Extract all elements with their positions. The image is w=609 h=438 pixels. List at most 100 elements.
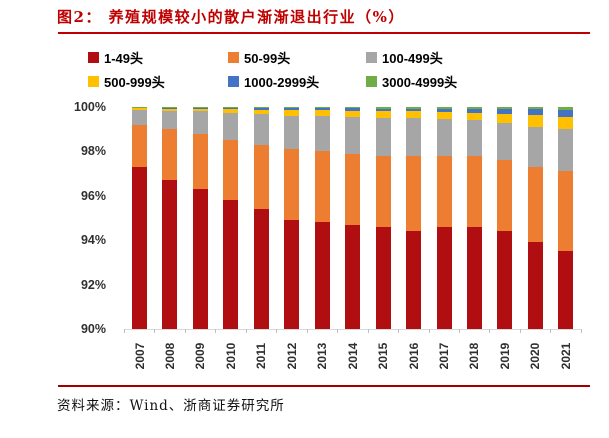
bar-segment xyxy=(253,107,269,108)
title-underline xyxy=(58,32,590,34)
bar-segment xyxy=(284,149,300,221)
x-axis-tick xyxy=(458,329,460,333)
bar-segment xyxy=(284,115,300,150)
bar-segment xyxy=(436,155,452,227)
bar-segment xyxy=(497,231,513,329)
legend-swatch-icon xyxy=(228,52,239,63)
bar-segment xyxy=(253,209,269,329)
bar-segment xyxy=(253,109,269,114)
bar-segment xyxy=(375,108,391,112)
bar-segment xyxy=(497,160,513,232)
bar-segment xyxy=(406,118,422,156)
x-axis-category-label: 2013 xyxy=(315,342,330,370)
x-axis-tick xyxy=(306,329,308,333)
x-axis-category-label: 2010 xyxy=(223,342,238,370)
y-axis-tick-label: 100% xyxy=(74,100,106,114)
bar-segment xyxy=(558,116,574,130)
x-axis-category-label: 2011 xyxy=(254,342,269,370)
bar-segment xyxy=(345,107,361,109)
bar-segment xyxy=(192,108,208,112)
bar-segment xyxy=(314,151,330,223)
bar-segment xyxy=(132,166,147,329)
bar-segment xyxy=(406,231,422,329)
bar-segment xyxy=(527,126,543,167)
bar-segment xyxy=(223,109,239,113)
bar-segment xyxy=(162,111,178,130)
legend-label: 3000-4999头 xyxy=(382,75,458,90)
bar-segment xyxy=(436,111,452,120)
bar-segment xyxy=(466,226,482,329)
x-axis-tick xyxy=(398,329,400,333)
bar-segment xyxy=(345,108,361,111)
bar-segment xyxy=(223,200,239,329)
bar-segment xyxy=(466,155,482,227)
bar-segment xyxy=(466,108,482,113)
bar-segment xyxy=(466,120,482,156)
legend-label: 1000-2999头 xyxy=(244,75,320,90)
bar-segment xyxy=(497,113,513,123)
bar-segment xyxy=(345,116,361,154)
chart-legend: 1-49头 50-99头 100-499头 500-999头 1000-2999头 300… xyxy=(88,48,536,91)
bar-segment xyxy=(558,171,574,252)
legend-swatch-icon xyxy=(88,52,99,63)
bar-segment xyxy=(314,107,330,109)
legend-swatch-icon xyxy=(366,52,377,63)
bar-segment xyxy=(132,124,147,167)
x-axis-category-label: 2014 xyxy=(345,342,360,370)
bar-segment xyxy=(558,251,574,329)
bar-segment xyxy=(223,112,239,141)
x-axis-tick xyxy=(215,329,217,333)
x-axis-tick xyxy=(184,329,186,333)
bar-segment xyxy=(162,107,178,109)
legend-swatch-icon xyxy=(88,76,99,87)
legend-swatch-icon xyxy=(228,76,239,87)
bar-segment xyxy=(314,115,330,152)
x-axis-tick xyxy=(337,329,339,333)
x-axis-category-label: 2018 xyxy=(467,342,482,370)
legend-label: 1-49头 xyxy=(104,51,144,66)
x-axis-tick xyxy=(489,329,491,333)
x-axis-category-label: 2012 xyxy=(284,342,299,370)
bar-segment xyxy=(314,110,330,116)
bar-segment xyxy=(223,107,239,110)
x-axis-line xyxy=(124,329,581,330)
legend-label: 100-499头 xyxy=(382,51,443,66)
legend-item: 1-49头 xyxy=(88,48,228,67)
x-axis-tick xyxy=(276,329,278,333)
x-axis-category-label: 2007 xyxy=(132,342,147,370)
bar-segment xyxy=(162,129,178,181)
bar-segment xyxy=(436,226,452,329)
bar-segment xyxy=(375,226,391,329)
legend-swatch-icon xyxy=(366,76,377,87)
bar-segment xyxy=(466,112,482,121)
x-axis-category-label: 2016 xyxy=(406,342,421,370)
x-axis-tick xyxy=(580,329,582,333)
x-axis-tick xyxy=(367,329,369,333)
y-axis-tick-label: 94% xyxy=(80,233,106,248)
x-axis-tick xyxy=(550,329,552,333)
y-axis-tick-label: 92% xyxy=(80,277,106,292)
x-axis-category-label: 2008 xyxy=(162,342,177,370)
bar-segment xyxy=(527,166,543,243)
legend-item: 50-99头 xyxy=(228,48,366,67)
x-axis-tick xyxy=(428,329,430,333)
bar-segment xyxy=(436,107,452,109)
y-axis-tick-label: 98% xyxy=(80,144,106,159)
y-axis-tick-label: 96% xyxy=(80,188,106,203)
bar-segment xyxy=(253,113,269,145)
bar-segment xyxy=(406,155,422,232)
bar-segment xyxy=(558,107,574,111)
figure-title: 图2： 养殖规模较小的散户渐渐退出行业（%） xyxy=(57,8,405,26)
bar-segment xyxy=(345,224,361,329)
x-axis-tick xyxy=(154,329,156,333)
bar-segment xyxy=(406,111,422,119)
bar-segment xyxy=(497,122,513,161)
legend-item: 500-999头 xyxy=(88,72,228,91)
y-axis-tick-label: 90% xyxy=(80,322,106,336)
bar-segment xyxy=(253,107,269,110)
bar-segment xyxy=(558,110,574,117)
bar-segment xyxy=(192,111,208,134)
bar-segment xyxy=(345,110,361,117)
bar-segment xyxy=(497,109,513,114)
